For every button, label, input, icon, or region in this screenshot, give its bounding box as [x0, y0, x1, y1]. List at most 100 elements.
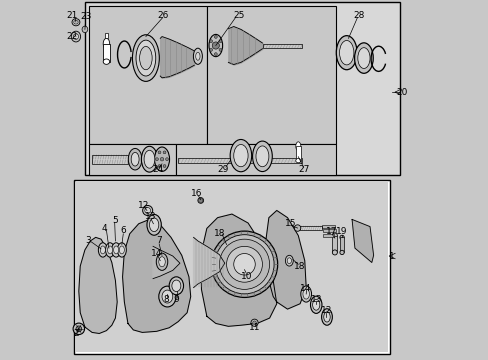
Text: 8: 8 — [163, 294, 169, 303]
Ellipse shape — [332, 233, 337, 238]
Ellipse shape — [144, 150, 155, 168]
Polygon shape — [351, 220, 373, 262]
Text: 13: 13 — [144, 212, 156, 221]
Text: 13: 13 — [310, 294, 321, 303]
Ellipse shape — [285, 255, 293, 266]
Ellipse shape — [159, 257, 165, 267]
Circle shape — [212, 42, 219, 49]
Text: 18: 18 — [294, 262, 305, 271]
Bar — [76, 181, 387, 352]
Ellipse shape — [136, 40, 155, 76]
Ellipse shape — [141, 146, 157, 172]
Ellipse shape — [312, 300, 319, 310]
Ellipse shape — [321, 309, 332, 325]
Ellipse shape — [339, 235, 344, 239]
Bar — [332, 235, 337, 252]
Circle shape — [219, 48, 222, 51]
Ellipse shape — [303, 289, 309, 299]
Text: 23: 23 — [80, 12, 91, 21]
Text: 24: 24 — [152, 165, 163, 174]
Ellipse shape — [357, 48, 369, 68]
Ellipse shape — [295, 142, 300, 151]
Ellipse shape — [255, 146, 268, 167]
Ellipse shape — [339, 250, 344, 255]
Bar — [295, 146, 300, 161]
Text: 20: 20 — [396, 87, 407, 96]
Circle shape — [209, 40, 212, 42]
Ellipse shape — [193, 48, 202, 64]
Text: 15: 15 — [285, 219, 296, 228]
Ellipse shape — [162, 290, 172, 303]
Ellipse shape — [233, 144, 247, 167]
Polygon shape — [193, 237, 224, 288]
Circle shape — [294, 225, 300, 231]
Text: 10: 10 — [240, 271, 251, 280]
Bar — [105, 33, 108, 39]
Circle shape — [198, 198, 203, 203]
Circle shape — [155, 158, 158, 161]
Bar — [85, 3, 400, 175]
Ellipse shape — [211, 231, 277, 297]
Ellipse shape — [139, 46, 152, 70]
Ellipse shape — [149, 218, 159, 231]
Bar — [321, 225, 335, 228]
Text: 14: 14 — [299, 284, 310, 293]
Bar — [178, 158, 301, 163]
Ellipse shape — [219, 239, 269, 289]
Ellipse shape — [332, 250, 337, 255]
Polygon shape — [201, 214, 276, 326]
Ellipse shape — [336, 36, 356, 70]
Ellipse shape — [74, 21, 78, 24]
Circle shape — [219, 40, 222, 42]
Text: 3: 3 — [85, 236, 91, 245]
Ellipse shape — [128, 148, 142, 170]
Ellipse shape — [103, 39, 109, 49]
Text: 26: 26 — [157, 10, 168, 19]
Ellipse shape — [132, 35, 159, 81]
Ellipse shape — [198, 198, 203, 203]
Text: 14: 14 — [151, 249, 162, 258]
Ellipse shape — [142, 206, 152, 216]
Ellipse shape — [100, 246, 105, 254]
Ellipse shape — [339, 41, 353, 65]
Text: 25: 25 — [233, 10, 244, 19]
Ellipse shape — [156, 253, 167, 270]
Ellipse shape — [82, 26, 88, 33]
Bar — [88, 144, 176, 175]
Circle shape — [163, 151, 165, 154]
Ellipse shape — [233, 253, 255, 275]
Text: 9: 9 — [173, 294, 179, 303]
Ellipse shape — [230, 139, 251, 172]
Circle shape — [73, 323, 84, 334]
Text: 1: 1 — [388, 252, 394, 261]
Text: 6: 6 — [120, 226, 126, 235]
Polygon shape — [153, 246, 180, 279]
Ellipse shape — [354, 43, 372, 73]
Text: 12: 12 — [138, 201, 149, 210]
Ellipse shape — [300, 286, 311, 302]
Ellipse shape — [131, 152, 139, 166]
Bar — [300, 226, 321, 230]
Text: 5: 5 — [112, 216, 117, 225]
Circle shape — [209, 48, 212, 51]
Circle shape — [252, 321, 256, 324]
Ellipse shape — [107, 246, 112, 254]
Text: 2: 2 — [73, 329, 79, 338]
Ellipse shape — [147, 215, 161, 235]
Bar — [74, 180, 389, 354]
Text: 18: 18 — [213, 229, 224, 238]
Circle shape — [76, 326, 81, 332]
Bar — [263, 44, 301, 48]
Ellipse shape — [72, 19, 80, 26]
Ellipse shape — [226, 246, 262, 282]
Circle shape — [214, 53, 217, 55]
Ellipse shape — [286, 258, 291, 264]
Text: 17: 17 — [325, 228, 336, 237]
Ellipse shape — [295, 158, 300, 163]
Ellipse shape — [113, 246, 119, 254]
Ellipse shape — [159, 286, 176, 307]
Ellipse shape — [71, 31, 81, 42]
Ellipse shape — [73, 34, 78, 40]
Circle shape — [163, 165, 165, 167]
Text: 12: 12 — [320, 306, 331, 315]
